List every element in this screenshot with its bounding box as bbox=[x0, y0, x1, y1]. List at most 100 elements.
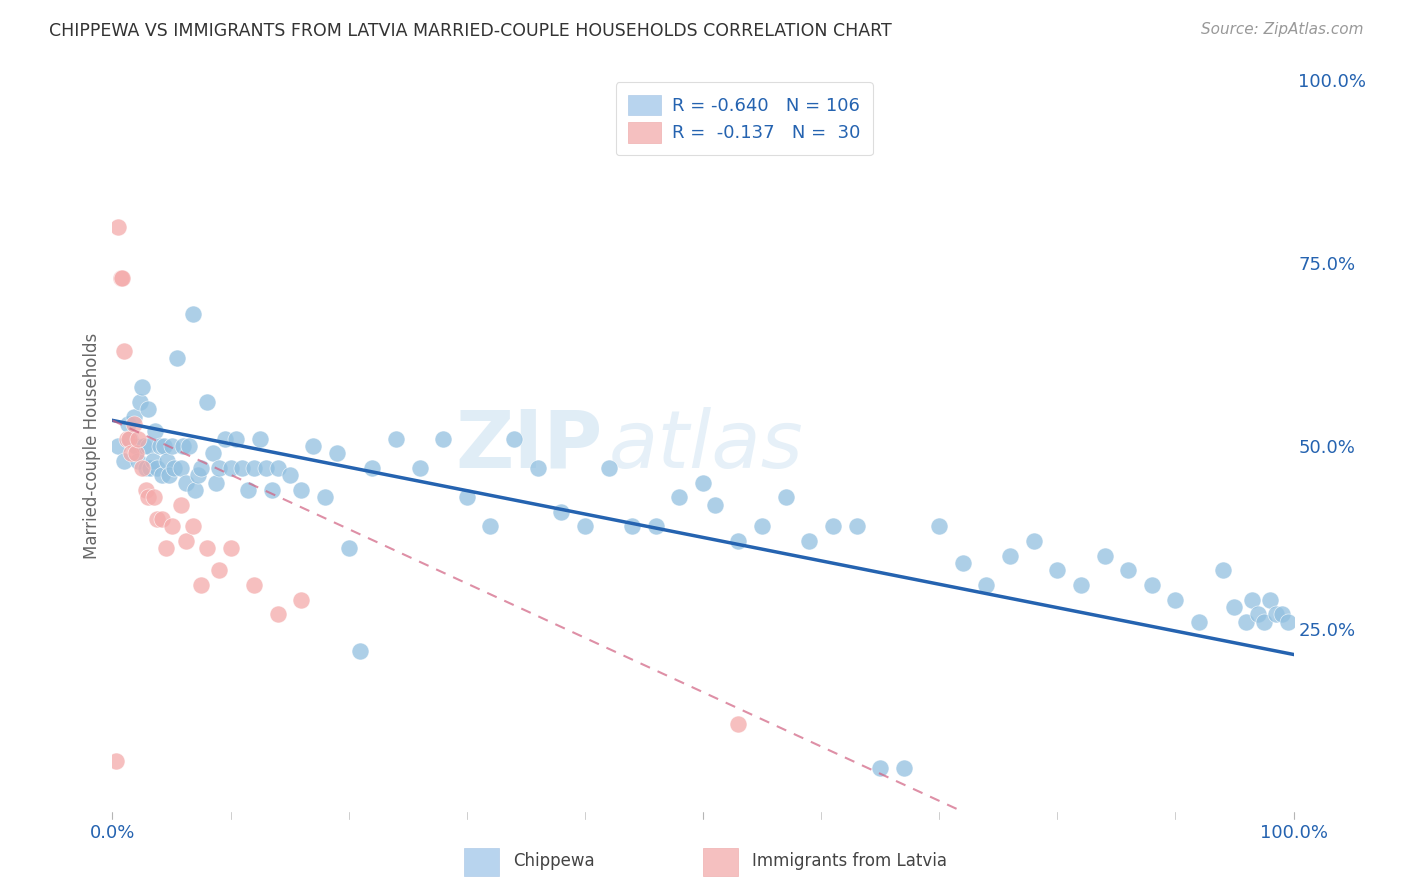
Point bbox=[195, 541, 218, 556]
Point bbox=[122, 417, 145, 431]
Point bbox=[1247, 607, 1270, 622]
Point bbox=[869, 761, 891, 775]
Point bbox=[703, 498, 725, 512]
Text: atlas: atlas bbox=[609, 407, 803, 485]
Point bbox=[1140, 578, 1163, 592]
Point bbox=[1094, 549, 1116, 563]
Point bbox=[181, 307, 204, 321]
Point bbox=[172, 439, 194, 453]
Point bbox=[136, 490, 159, 504]
Point bbox=[432, 432, 454, 446]
Point bbox=[125, 439, 148, 453]
Point bbox=[1046, 563, 1069, 577]
Point bbox=[107, 219, 129, 234]
Point bbox=[231, 461, 253, 475]
Point bbox=[150, 468, 173, 483]
Point bbox=[893, 761, 915, 775]
Point bbox=[117, 417, 139, 431]
Point bbox=[170, 498, 193, 512]
Point bbox=[181, 519, 204, 533]
Point bbox=[408, 461, 430, 475]
Point bbox=[799, 534, 821, 549]
Point bbox=[128, 395, 150, 409]
Point bbox=[112, 453, 135, 467]
Point bbox=[136, 402, 159, 417]
Point bbox=[503, 432, 526, 446]
Point bbox=[157, 468, 180, 483]
Point bbox=[225, 432, 247, 446]
Point bbox=[290, 592, 312, 607]
Point bbox=[550, 505, 572, 519]
Point bbox=[1264, 607, 1286, 622]
Point bbox=[186, 468, 208, 483]
Point bbox=[267, 461, 290, 475]
Point bbox=[139, 461, 162, 475]
Point bbox=[156, 453, 179, 467]
Point bbox=[845, 519, 868, 533]
Point bbox=[821, 519, 844, 533]
Point bbox=[155, 541, 177, 556]
Legend: R = -0.640   N = 106, R =  -0.137   N =  30: R = -0.640 N = 106, R = -0.137 N = 30 bbox=[616, 82, 873, 155]
Point bbox=[142, 490, 165, 504]
Text: ZIP: ZIP bbox=[456, 407, 603, 485]
Point bbox=[174, 475, 197, 490]
Point bbox=[136, 439, 159, 453]
Point bbox=[111, 270, 134, 285]
Y-axis label: Married-couple Households: Married-couple Households bbox=[83, 333, 101, 559]
Point bbox=[120, 446, 142, 460]
Point bbox=[163, 461, 186, 475]
Point bbox=[727, 717, 749, 731]
Point bbox=[115, 432, 138, 446]
Point bbox=[125, 446, 148, 460]
Point bbox=[998, 549, 1021, 563]
Point bbox=[112, 343, 135, 358]
Point bbox=[278, 468, 301, 483]
Point bbox=[526, 461, 548, 475]
Point bbox=[214, 432, 236, 446]
Point bbox=[219, 541, 242, 556]
Point bbox=[153, 439, 176, 453]
Point bbox=[976, 578, 998, 592]
Point bbox=[621, 519, 644, 533]
Point bbox=[1258, 592, 1281, 607]
Point bbox=[179, 439, 201, 453]
Point bbox=[692, 475, 714, 490]
Point bbox=[326, 446, 349, 460]
Point bbox=[302, 439, 325, 453]
Point bbox=[146, 461, 169, 475]
Point bbox=[337, 541, 360, 556]
Point bbox=[184, 483, 207, 497]
Point bbox=[122, 409, 145, 424]
Point bbox=[928, 519, 950, 533]
Point bbox=[118, 432, 141, 446]
Point bbox=[135, 483, 157, 497]
Point bbox=[1188, 615, 1211, 629]
Point bbox=[1253, 615, 1275, 629]
Point bbox=[290, 483, 312, 497]
Point bbox=[385, 432, 408, 446]
Point bbox=[127, 432, 149, 446]
Point bbox=[349, 644, 371, 658]
Point bbox=[775, 490, 797, 504]
Point bbox=[1277, 615, 1299, 629]
Point bbox=[107, 439, 129, 453]
Point bbox=[190, 461, 212, 475]
Point bbox=[195, 395, 218, 409]
Point bbox=[143, 425, 166, 439]
Point bbox=[131, 380, 153, 394]
Point bbox=[219, 461, 242, 475]
Point bbox=[243, 578, 266, 592]
Point bbox=[260, 483, 283, 497]
Point bbox=[668, 490, 690, 504]
Point bbox=[146, 512, 169, 526]
Point bbox=[727, 534, 749, 549]
Point bbox=[174, 534, 197, 549]
Point bbox=[205, 475, 228, 490]
Point bbox=[1223, 599, 1246, 614]
Point bbox=[1241, 592, 1264, 607]
Point bbox=[166, 351, 188, 366]
Point bbox=[142, 453, 165, 467]
Point bbox=[149, 439, 172, 453]
Point bbox=[120, 432, 142, 446]
Point bbox=[598, 461, 620, 475]
